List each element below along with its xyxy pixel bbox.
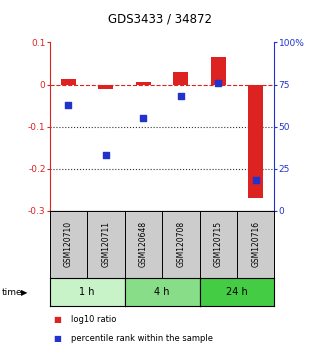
Point: [141, 115, 146, 121]
Point: [103, 152, 108, 158]
Point: [66, 102, 71, 108]
Text: GSM120710: GSM120710: [64, 221, 73, 267]
Bar: [99, 85, 113, 89]
Bar: [173, 72, 188, 85]
Bar: [211, 57, 226, 85]
Text: GSM120648: GSM120648: [139, 221, 148, 267]
Text: percentile rank within the sample: percentile rank within the sample: [71, 334, 213, 343]
Point: [178, 93, 183, 99]
Text: ▶: ▶: [21, 287, 27, 297]
Bar: [136, 82, 151, 85]
Text: GSM120716: GSM120716: [251, 221, 260, 267]
Text: GSM120711: GSM120711: [101, 221, 110, 267]
Text: GDS3433 / 34872: GDS3433 / 34872: [108, 13, 213, 26]
Text: GSM120715: GSM120715: [214, 221, 223, 267]
Text: time: time: [2, 287, 22, 297]
Bar: [248, 85, 263, 198]
Text: ■: ■: [53, 334, 61, 343]
Bar: [61, 80, 76, 85]
Text: GSM120708: GSM120708: [176, 221, 185, 267]
Point: [216, 80, 221, 86]
Text: 4 h: 4 h: [154, 287, 170, 297]
Text: 24 h: 24 h: [226, 287, 248, 297]
Text: log10 ratio: log10 ratio: [71, 315, 116, 324]
Text: 1 h: 1 h: [80, 287, 95, 297]
Point: [253, 178, 258, 183]
Text: ■: ■: [53, 315, 61, 324]
